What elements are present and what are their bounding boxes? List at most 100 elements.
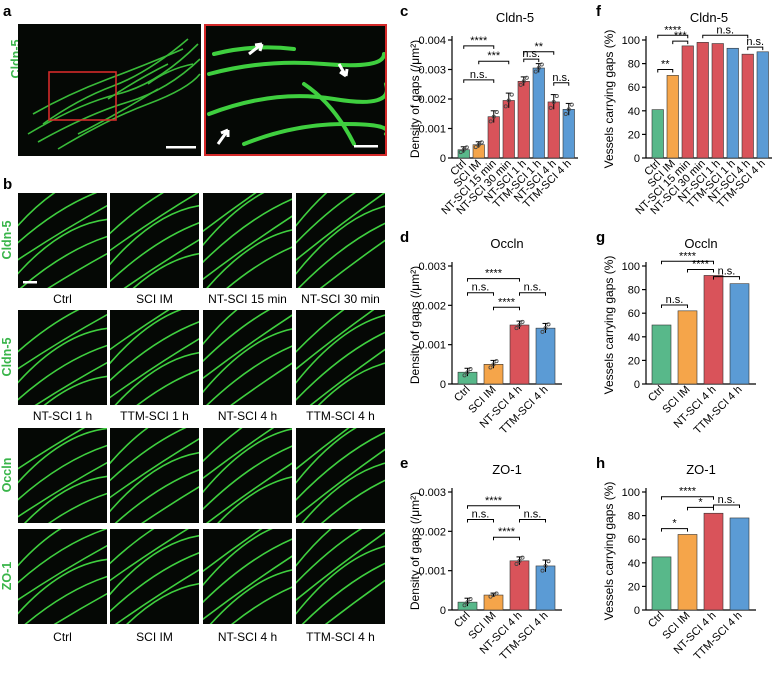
panel-letter-d: d [400,229,410,246]
chart-title: ZO-1 [686,462,716,477]
y-tick-label: 0.002 [418,94,446,106]
y-axis-label: Density of gaps (/μm²) [408,40,422,158]
significance-label: **** [679,486,697,498]
data-point [479,140,484,145]
significance-bracket [523,51,555,55]
data-point [520,555,525,560]
chart-d-svg: Occln Density of gaps (/μm²) 0 0.001 0.002 0.… [408,236,562,437]
panel-letter-c: c [400,3,409,20]
panel-letter-g: g [596,229,606,246]
significance-bracket [467,278,520,282]
panel-letter-a: a [3,3,12,20]
significance-label: * [672,518,677,530]
bar-7 [741,53,754,159]
y-tick-label: 0.004 [418,35,446,47]
bar-8 [562,109,575,159]
caption-b-r2-c1: NT-SCI 1 h [32,409,93,423]
significance-bracket [661,260,714,265]
significance-label: **** [498,526,516,538]
micrograph-b-r2-c2 [110,310,199,405]
data-point [491,114,496,119]
y-tick-label: 40 [628,106,640,118]
y-tick-label: 0.003 [418,261,446,273]
chart-h-svg: ZO-1 Vessels carrying gaps (%) 0 20 40 60 80 10… [602,462,756,663]
data-point [520,319,525,324]
bar-1 [651,556,672,611]
micrograph-b-r4-c4 [296,529,385,624]
data-point [509,92,514,97]
caption-b-r1-c2: SCI IM [136,292,173,306]
chart-d: Occln Density of gaps (/μm²) 0 0.001 0.002 0.… [406,232,596,448]
micrograph-b-r2-c1 [18,310,107,405]
significance-label: n.s. [746,36,764,48]
data-point [543,563,548,568]
data-point [491,593,496,598]
significance-bracket [661,304,688,308]
bar-5 [711,43,724,159]
significance-bracket [467,505,520,509]
significance-label: n.s. [472,509,490,521]
y-tick-label: 40 [628,558,640,570]
significance-bracket [747,46,764,51]
caption-b-r2-c4: TTM-SCI 4 h [306,409,375,423]
y-tick-label: 0.002 [418,526,446,538]
y-axis-label: Vessels carrying gaps (%) [602,256,616,395]
x-tick-label: Ctrl [452,610,473,631]
significance-bracket [713,276,740,280]
chart-g: Occln Vessels carrying gaps (%) 0 20 40 60 80 1… [600,232,784,448]
micrograph-b-r1-c4 [296,193,385,288]
bar-3 [681,45,694,159]
caption-b-r1-c3: NT-SCI 15 min [208,292,287,306]
significance-bracket [493,306,520,311]
y-tick-label: 0.001 [418,124,446,136]
vessel-inset-image [207,42,387,148]
bar-7 [547,101,560,159]
significance-bracket [657,69,674,73]
data-point [521,79,526,84]
significance-label: ** [534,41,543,53]
bar-4 [729,283,750,385]
significance-bracket [519,519,546,523]
data-point [518,82,523,87]
y-tick-label: 0 [634,153,640,165]
y-tick-label: 80 [628,511,640,523]
micrograph-b-r3-c1 [18,428,107,523]
row-label-b-4: ZO-1 [0,561,14,590]
bar-3 [703,512,724,611]
chart-f: Cldn-5 Vessels carrying gaps (%) 0 20 40 60 80… [600,6,784,222]
data-point [506,98,511,103]
significance-bracket [702,34,749,39]
panel-letter-b: b [3,176,13,193]
caption-b-r4-c2: SCI IM [136,630,173,644]
data-point [551,99,556,104]
data-point [546,322,551,327]
y-tick-label: 100 [622,35,640,47]
y-tick-label: 0 [440,379,446,391]
bar-4 [502,100,515,159]
significance-label: n.s. [716,24,734,36]
data-point [517,323,522,328]
y-tick-label: 0.003 [418,487,446,499]
bar-4 [535,565,556,611]
bar-3 [509,560,530,611]
micrograph-b-r3-c3 [203,428,292,523]
y-tick-label: 0 [440,153,446,165]
data-point [461,147,466,152]
y-axis-label: Vessels carrying gaps (%) [602,30,616,169]
caption-b-r1-c4: NT-SCI 30 min [301,292,380,306]
significance-bracket [467,292,494,296]
significance-label: **** [692,259,710,271]
bar-1 [651,109,664,159]
data-point [569,102,574,107]
micrograph-b-r4-c2 [110,529,199,624]
significance-bracket [661,528,688,532]
micrograph-b-r4-c1 [18,529,107,624]
x-tick-label: Ctrl [646,610,667,631]
chart-g-svg: Occln Vessels carrying gaps (%) 0 20 40 60 80 1… [602,236,756,437]
micrograph-b-r1-c2 [110,193,199,288]
significance-label: n.s. [522,48,540,60]
significance-label: **** [485,495,503,507]
chart-h: ZO-1 Vessels carrying gaps (%) 0 20 40 60 80 10… [600,458,784,674]
data-point [458,150,463,155]
significance-label: * [698,496,703,508]
